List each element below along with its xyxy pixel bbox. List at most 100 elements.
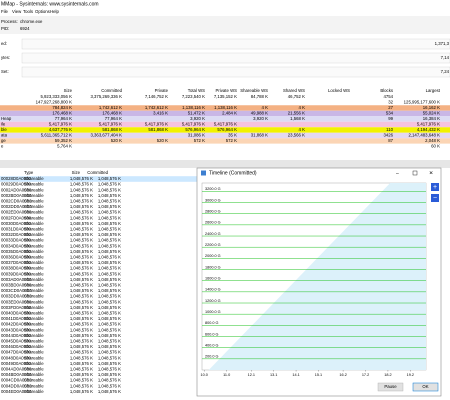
details-cell: Shareable (24, 333, 44, 338)
summary-row-label: ile (1, 122, 6, 127)
details-cell: 00042D0A0000 (1, 322, 31, 327)
details-cell: 1,048,576 K (98, 260, 121, 265)
x-tick-label: 17.2 (362, 373, 369, 377)
menu-item[interactable]: Help (50, 9, 59, 14)
details-cell: 00028D0A0000 (1, 176, 31, 181)
summary-cell: 51,472 K (188, 111, 205, 116)
details-cell: 1,048,576 K (70, 316, 93, 321)
details-cell: 1,048,576 K (70, 350, 93, 355)
details-cell: 1,048,576 K (70, 176, 93, 181)
details-cell: 1,048,576 K (70, 339, 93, 344)
ok-button[interactable] (412, 382, 439, 392)
summary-cell: 16,162 K (423, 105, 440, 110)
y-tick-label: 2000.0 G (205, 254, 221, 258)
details-cell: Shareable (24, 260, 44, 265)
dialog-title: Timeline (Committed) (209, 170, 257, 176)
details-cell: 0002CD0A0000 (1, 199, 32, 204)
summary-row-bg (0, 127, 450, 133)
minimize-button[interactable]: – (396, 170, 399, 176)
process-label: Process: (1, 19, 18, 24)
summary-row-bg (0, 99, 450, 106)
summary-cell: 99 (388, 116, 393, 121)
zoom-out-button[interactable] (431, 194, 439, 202)
details-cell: Shareable (24, 316, 44, 321)
details-cell: 00044D0A0000 (1, 333, 31, 338)
summary-row-bg (0, 94, 450, 100)
details-cell: 00038D0A0000 (1, 266, 31, 271)
details-cell: 1,048,576 K (98, 193, 121, 198)
details-cell: Shareable (24, 249, 44, 254)
details-cell: Shareable (24, 227, 44, 232)
menu-item[interactable]: Options (35, 9, 50, 14)
details-cell: Shareable (24, 355, 44, 360)
details-cell: 1,048,576 K (98, 339, 121, 344)
details-cell: 00034D0A0000 (1, 243, 31, 248)
menu-item[interactable]: Tools (23, 9, 33, 14)
details-cell: 1,048,576 K (98, 249, 121, 254)
details-cell: 1,048,576 K (70, 266, 93, 271)
details-cell: Shareable (24, 372, 44, 377)
details-cell: 0004CD0A0000 (1, 378, 32, 383)
pid-label: PID: (1, 26, 9, 31)
summary-cell: 77,964 K (55, 116, 72, 121)
details-cell: Shareable (24, 288, 44, 293)
details-cell: 00033D0A0000 (1, 238, 31, 243)
details-cell: 00046D0A0000 (1, 344, 31, 349)
details-cell: 1,048,576 K (70, 322, 93, 327)
details-cell: 1,048,576 K (70, 361, 93, 366)
y-tick-label: 800.0 G (205, 321, 219, 325)
summary-cell: 3426 (383, 133, 393, 138)
details-cell: 1,048,576 K (98, 294, 121, 299)
details-cell: 1,048,576 K (70, 333, 93, 338)
details-cell: 0002DD0A0000 (1, 204, 32, 209)
summary-cell: 520 K (111, 138, 122, 143)
summary-cell: 1,138,116 K (182, 105, 205, 110)
details-cell: 1,048,576 K (70, 260, 93, 265)
details-cell: Shareable (24, 361, 44, 366)
details-cell: 1,048,576 K (98, 311, 121, 316)
pause-button[interactable] (377, 382, 404, 392)
details-cell: 00048D0A0000 (1, 355, 31, 360)
summary-cell: 5,417,976 K (214, 122, 237, 127)
details-cell: 1,048,576 K (98, 187, 121, 192)
summary-column-header: Blocks (380, 88, 393, 93)
details-cell: Shareable (24, 271, 44, 276)
details-cell: 1,048,576 K (98, 372, 121, 377)
details-cell: 00036D0A0000 (1, 255, 31, 260)
meter-frame (21, 38, 450, 50)
summary-cell: 3,363,677,404 K (90, 133, 122, 138)
pause-label: Pause (384, 384, 397, 389)
details-cell: 1,048,576 K (70, 311, 93, 316)
summary-cell: 784,824 K (52, 105, 72, 110)
summary-cell: 572 K (226, 138, 237, 143)
summary-cell: 2,048 K (425, 138, 440, 143)
x-tick-label: 16.2 (339, 373, 346, 377)
menu-item[interactable]: View (12, 9, 22, 14)
close-button[interactable]: ✕ (429, 170, 433, 176)
window-title: MMap - Sysinternals: www.sysinternals.co… (1, 1, 99, 7)
details-cell: 1,048,576 K (70, 232, 93, 237)
details-cell: Shareable (24, 299, 44, 304)
summary-cell: 46,752 K (288, 94, 305, 99)
summary-cell: 520 K (157, 138, 168, 143)
details-cell: 0003AD0A0000 (1, 277, 32, 282)
meter-label: ed: (1, 41, 7, 46)
details-cell: 0002ED0A0000 (1, 210, 32, 215)
details-cell: Shareable (24, 311, 44, 316)
summary-cell: 7,223,540 K (182, 94, 205, 99)
details-cell: Shareable (24, 294, 44, 299)
maximize-button[interactable] (412, 170, 418, 176)
x-tick-label: 15.1 (315, 373, 322, 377)
details-cell: Shareable (24, 232, 44, 237)
details-cell: 1,048,576 K (70, 238, 93, 243)
summary-cell: 5,417,976 K (182, 122, 205, 127)
details-cell: 0003FD0A0000 (1, 305, 32, 310)
summary-cell: 7,146,752 K (145, 94, 168, 99)
menu-item[interactable]: File (1, 9, 9, 14)
zoom-in-button[interactable] (431, 183, 439, 191)
details-cell: Shareable (24, 193, 44, 198)
summary-column-header: Private (155, 88, 169, 93)
details-cell: 1,048,576 K (98, 389, 121, 394)
details-cell: 1,048,576 K (70, 199, 93, 204)
